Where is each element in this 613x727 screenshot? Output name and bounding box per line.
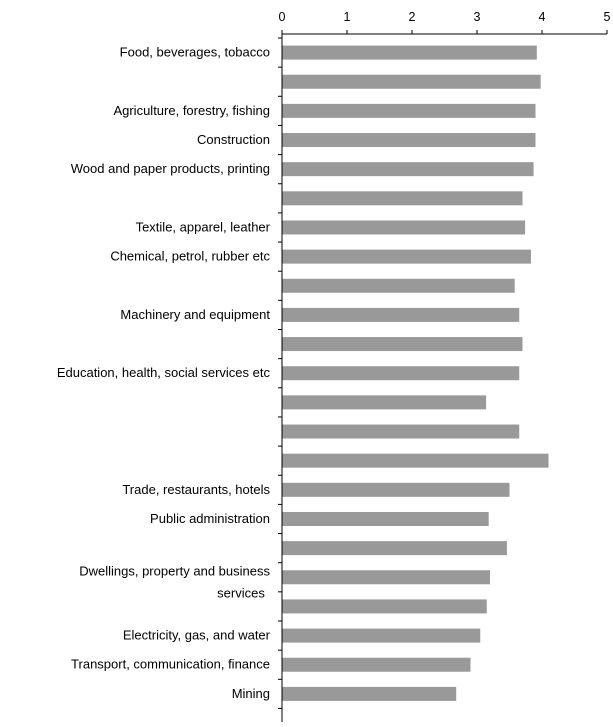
category-label: Electricity, gas, and water (123, 628, 271, 643)
y-axis-ticks (278, 37, 282, 709)
bar (282, 162, 534, 177)
category-label: Wood and paper products, printing (71, 161, 270, 176)
bar (282, 599, 487, 614)
category-label: Trade, restaurants, hotels (122, 482, 270, 497)
category-label: Transport, communication, finance (71, 657, 270, 672)
x-tick-label: 0 (279, 10, 286, 24)
bar (282, 395, 487, 410)
category-label: Construction (197, 132, 270, 147)
x-tick-label: 5 (604, 10, 611, 24)
x-axis-ticks: 0 1 2 3 4 5 (279, 10, 611, 34)
category-label: Food, beverages, tobacco (120, 45, 270, 60)
bars (282, 45, 549, 701)
bar (282, 45, 537, 60)
bar (282, 511, 489, 526)
bar (282, 249, 531, 264)
bar (282, 74, 541, 89)
bar (282, 453, 549, 468)
bar (282, 307, 520, 322)
bar (282, 686, 457, 701)
bar (282, 628, 481, 643)
bar (282, 337, 523, 352)
category-label: Agriculture, forestry, fishing (113, 103, 270, 118)
category-label: Dwellings, property and business services (79, 563, 270, 600)
bar (282, 424, 520, 439)
x-tick-label: 3 (474, 10, 481, 24)
bar (282, 191, 523, 206)
bar (282, 278, 515, 293)
x-tick-label: 4 (539, 10, 546, 24)
category-label: Machinery and equipment (120, 307, 270, 322)
x-tick-label: 1 (344, 10, 351, 24)
category-label: Public administration (150, 511, 270, 526)
bar (282, 570, 490, 585)
bar (282, 366, 520, 381)
bar (282, 541, 507, 556)
bar (282, 657, 471, 672)
x-tick-label: 2 (409, 10, 416, 24)
bar (282, 103, 536, 118)
bar (282, 220, 526, 235)
category-label: Textile, apparel, leather (136, 219, 271, 234)
category-label: Education, health, social services etc (57, 365, 271, 380)
category-label: Mining (232, 686, 270, 701)
category-label: Chemical, petrol, rubber etc (110, 249, 270, 264)
bar (282, 133, 536, 148)
bar (282, 482, 510, 497)
category-labels: Food, beverages, tobacco Agriculture, for… (57, 45, 271, 701)
